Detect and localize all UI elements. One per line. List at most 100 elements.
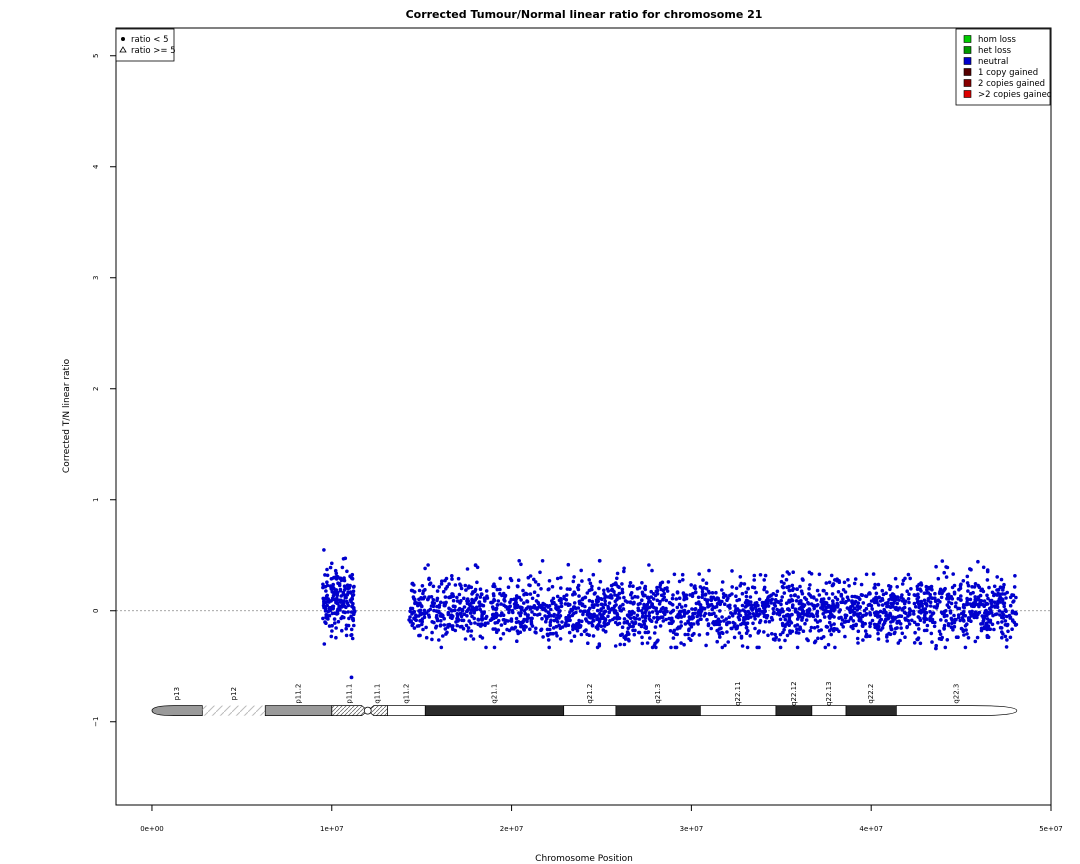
data-point: [885, 635, 889, 639]
data-point: [678, 610, 683, 614]
data-point: [1008, 603, 1013, 608]
data-point: [909, 587, 913, 591]
data-point: [1000, 610, 1004, 615]
data-point: [344, 633, 349, 638]
data-point: [958, 618, 962, 623]
data-point: [640, 641, 645, 646]
data-point: [860, 614, 865, 619]
data-point: [563, 623, 567, 627]
data-point: [702, 614, 706, 618]
data-point: [437, 638, 441, 642]
data-point: [998, 625, 1003, 630]
data-point: [435, 589, 440, 593]
data-point: [912, 593, 917, 597]
data-point: [492, 614, 497, 619]
data-point: [693, 584, 697, 588]
data-point: [543, 614, 547, 618]
data-point: [683, 632, 687, 637]
data-point: [873, 582, 877, 587]
data-point: [473, 563, 478, 568]
data-point: [827, 596, 831, 601]
data-point: [972, 601, 976, 605]
data-point: [466, 629, 470, 633]
data-point: [434, 624, 439, 629]
data-point: [886, 616, 891, 621]
data-point: [1000, 620, 1004, 624]
data-point: [522, 601, 526, 605]
data-point: [580, 597, 585, 602]
data-point: [796, 595, 800, 599]
data-point: [861, 624, 865, 628]
data-point: [709, 598, 714, 602]
data-point: [835, 597, 840, 602]
data-point: [972, 615, 977, 620]
data-point: [693, 607, 698, 611]
ideogram-band-label: q21.2: [586, 684, 594, 704]
data-point: [339, 594, 344, 598]
legend-marker-circle: [121, 37, 125, 41]
data-point: [554, 603, 558, 607]
x-tick-label: 3e+07: [680, 825, 704, 833]
data-point: [603, 602, 607, 607]
data-point: [615, 576, 619, 581]
data-point: [540, 559, 545, 563]
data-point: [499, 602, 503, 606]
data-point: [700, 586, 705, 591]
data-point: [842, 580, 847, 585]
data-point: [483, 597, 487, 601]
data-point: [524, 625, 528, 629]
data-point: [460, 624, 464, 629]
data-point: [557, 623, 561, 628]
data-point: [718, 609, 722, 613]
x-axis-label: Chromosome Position: [535, 854, 633, 864]
data-point: [1010, 593, 1014, 597]
data-point: [793, 593, 797, 597]
data-point: [743, 609, 747, 614]
data-point: [906, 597, 911, 601]
data-point: [895, 585, 899, 589]
data-point: [715, 639, 719, 644]
data-point: [879, 617, 884, 622]
data-point: [330, 590, 335, 594]
data-point: [546, 587, 551, 592]
data-point: [499, 623, 504, 627]
x-axis: 0e+00 1e+07 2e+07 3e+07 4e+07 5e+07: [140, 804, 1063, 833]
data-point: [651, 597, 656, 601]
data-point: [788, 599, 793, 603]
data-point: [453, 583, 458, 587]
data-point: [717, 632, 722, 636]
data-point: [880, 598, 885, 602]
data-point: [654, 606, 659, 611]
data-point: [596, 622, 601, 627]
data-point: [622, 569, 626, 574]
data-point: [875, 600, 879, 605]
data-point: [589, 613, 594, 617]
data-point: [693, 611, 697, 616]
data-point: [324, 589, 328, 593]
data-point: [439, 645, 444, 650]
data-point: [594, 599, 599, 604]
data-point: [470, 614, 474, 619]
data-point: [528, 574, 533, 578]
data-point: [771, 637, 776, 641]
data-point: [687, 636, 691, 641]
data-point: [831, 601, 835, 606]
data-point: [494, 607, 498, 612]
data-point: [345, 569, 349, 574]
data-point: [789, 594, 793, 598]
data-point: [682, 597, 686, 602]
data-point: [451, 627, 455, 631]
data-point: [450, 616, 454, 620]
data-point: [876, 631, 880, 636]
data-point: [506, 585, 511, 589]
data-point: [418, 608, 423, 613]
data-point: [349, 627, 354, 632]
data-point: [705, 617, 709, 622]
y-tick-label: 5: [92, 54, 100, 58]
data-point: [956, 635, 960, 639]
data-point: [671, 630, 676, 635]
data-point: [798, 599, 802, 604]
data-point: [784, 601, 789, 605]
ideogram-band-label: q22.13: [825, 681, 833, 705]
data-point: [862, 608, 867, 613]
